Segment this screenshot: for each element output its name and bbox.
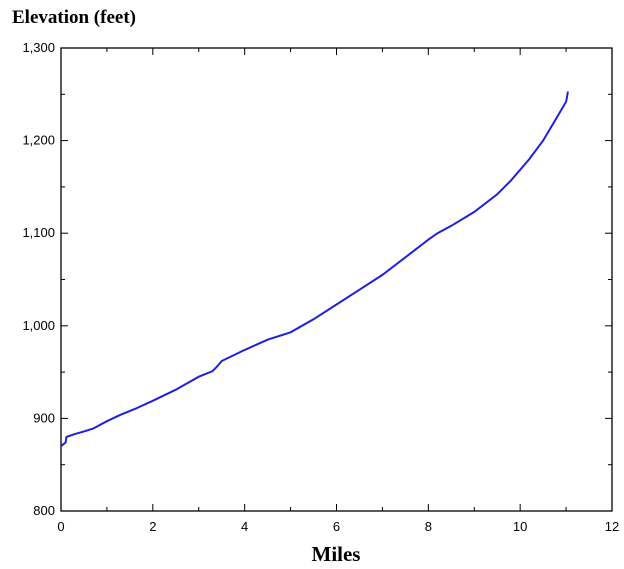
- y-tick-label: 900: [33, 410, 55, 425]
- y-tick-label: 800: [33, 503, 55, 518]
- y-tick-label: 1,300: [22, 40, 55, 55]
- y-axis: 800 900 1,000 1,100 1,200 1,300: [22, 40, 612, 518]
- x-tick-label: 2: [149, 519, 156, 534]
- x-axis-label: Miles: [312, 542, 361, 566]
- x-axis: 0 2 4 6 8 10 12: [57, 48, 619, 534]
- y-tick-label: 1,100: [22, 225, 55, 240]
- x-tick-label: 10: [513, 519, 527, 534]
- y-tick-label: 1,200: [22, 133, 55, 148]
- x-tick-label: 6: [333, 519, 340, 534]
- x-tick-label: 12: [605, 519, 619, 534]
- y-tick-label: 1,000: [22, 318, 55, 333]
- x-tick-label: 4: [241, 519, 248, 534]
- elevation-line: [60, 91, 569, 447]
- plot-frame: [60, 47, 613, 512]
- x-tick-label: 0: [57, 519, 64, 534]
- y-axis-label: Elevation (feet): [12, 7, 136, 28]
- x-tick-label: 8: [425, 519, 432, 534]
